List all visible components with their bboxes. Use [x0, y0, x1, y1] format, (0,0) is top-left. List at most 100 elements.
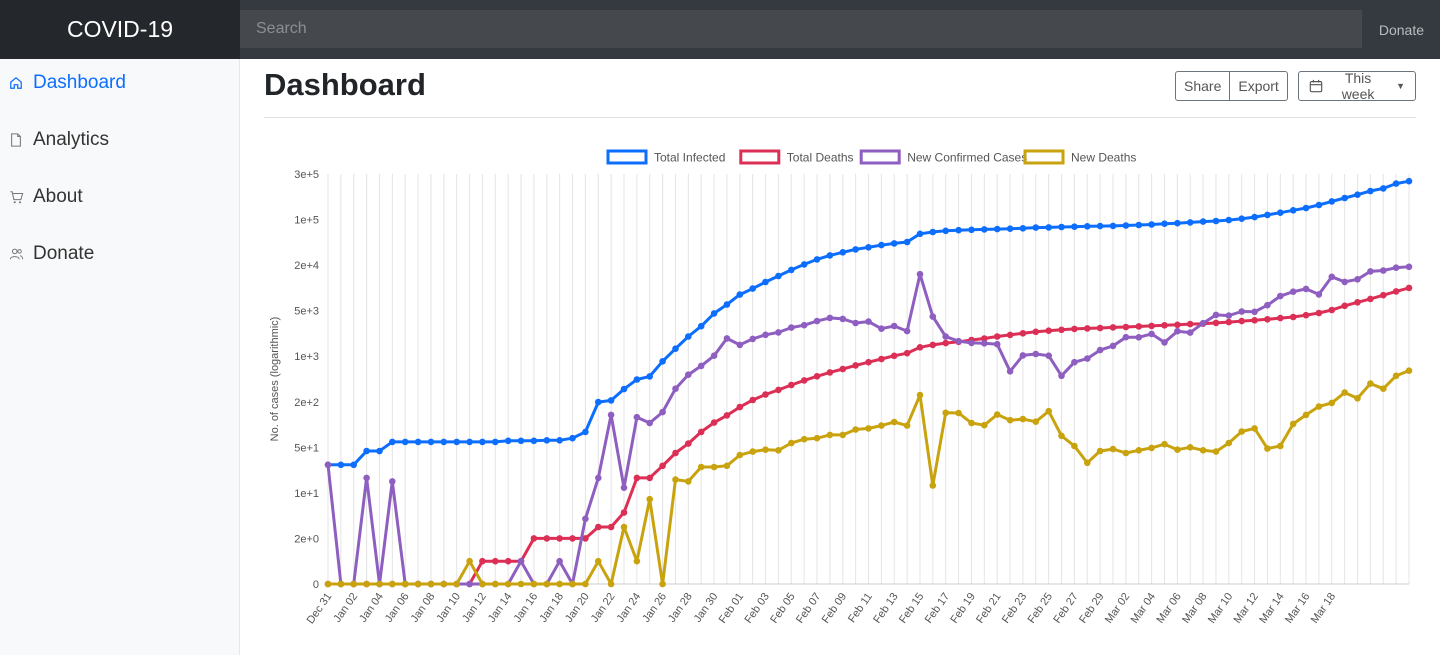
data-point [929, 313, 937, 320]
brand-logo[interactable]: COVID-19 [0, 0, 240, 59]
data-point [389, 438, 396, 446]
sidebar-item-label: Dashboard [33, 72, 126, 93]
x-tick-label: Mar 02 [1103, 591, 1132, 626]
data-point [389, 478, 396, 485]
data-point [826, 369, 834, 376]
data-point [1174, 219, 1181, 227]
data-point [543, 437, 551, 444]
sidebar-item-analytics[interactable]: Analytics [8, 129, 109, 151]
data-point [1071, 358, 1078, 366]
data-point [929, 228, 937, 236]
legend-swatch [859, 149, 901, 165]
data-point [337, 580, 345, 588]
data-point [788, 381, 795, 389]
y-tick-label: 1e+5 [294, 215, 319, 227]
x-tick-label: Feb 25 [1026, 591, 1055, 626]
data-point [685, 440, 692, 447]
caret-down-icon: ▼ [1396, 81, 1405, 91]
export-button[interactable]: Export [1230, 71, 1288, 101]
data-point [1328, 306, 1336, 314]
data-point [672, 449, 679, 457]
data-point [1161, 440, 1168, 448]
data-point [401, 438, 409, 446]
data-point [1122, 333, 1130, 341]
data-point [762, 391, 769, 398]
data-point [800, 321, 808, 329]
data-point [955, 226, 962, 234]
data-point [582, 515, 589, 523]
x-tick-label: Mar 10 [1206, 591, 1235, 626]
data-point [1392, 264, 1400, 271]
data-point [800, 261, 808, 268]
data-point [504, 557, 512, 565]
data-point [427, 580, 435, 588]
data-point [1096, 447, 1104, 455]
data-point [479, 580, 486, 588]
data-point [1148, 221, 1155, 228]
x-tick-label: Feb 07 [794, 591, 823, 626]
top-navbar: COVID-19 Donate [0, 0, 1440, 59]
data-point [1225, 312, 1233, 319]
data-point [479, 438, 486, 446]
data-point [363, 447, 370, 455]
data-point [1341, 194, 1348, 202]
data-point [1238, 215, 1245, 222]
x-tick-label: Mar 14 [1257, 591, 1286, 626]
data-point [929, 482, 937, 489]
data-point [324, 580, 332, 588]
data-point [1084, 355, 1091, 362]
x-tick-label: Jan 02 [331, 591, 360, 625]
data-point [1032, 350, 1040, 358]
data-point [633, 413, 641, 421]
data-point [1315, 403, 1323, 410]
data-point [788, 266, 795, 274]
data-point [1251, 213, 1258, 221]
data-point [324, 461, 332, 469]
data-point [736, 403, 744, 411]
data-point [903, 422, 911, 429]
data-point [890, 352, 898, 360]
x-tick-label: Feb 09 [820, 591, 849, 626]
data-point [775, 386, 782, 394]
sidebar-item-dashboard[interactable]: Dashboard [8, 72, 126, 94]
data-point [1109, 445, 1117, 453]
data-point [1405, 367, 1413, 374]
data-point [517, 557, 525, 565]
data-point [595, 523, 602, 531]
data-point [890, 240, 898, 247]
data-point [1380, 185, 1387, 192]
data-point [1238, 308, 1245, 315]
data-point [1161, 322, 1168, 329]
data-point [479, 557, 486, 565]
data-point [723, 301, 731, 308]
data-point [582, 580, 589, 588]
data-point [440, 580, 448, 588]
topbar-donate-link[interactable]: Donate [1378, 21, 1424, 38]
data-point [981, 421, 988, 429]
x-tick-label: Mar 12 [1232, 591, 1261, 626]
data-point [1264, 211, 1271, 219]
data-point [350, 461, 357, 469]
data-point [1367, 295, 1374, 303]
data-point [813, 434, 821, 442]
data-point [569, 535, 576, 542]
data-point [697, 322, 705, 330]
data-point [1135, 221, 1143, 229]
data-point [620, 385, 628, 393]
data-point [1212, 448, 1220, 455]
legend-label: New Deaths [1071, 151, 1136, 165]
x-tick-label: Jan 22 [589, 591, 618, 625]
data-point [981, 340, 988, 347]
date-range-dropdown[interactable]: This week ▼ [1298, 70, 1416, 102]
x-tick-label: Feb 01 [717, 591, 746, 626]
x-tick-label: Jan 28 [666, 591, 695, 625]
share-button[interactable]: Share [1175, 71, 1231, 101]
data-point [955, 409, 962, 417]
sidebar-item-about[interactable]: About [8, 186, 83, 208]
search-input[interactable] [240, 10, 1362, 48]
data-point [865, 358, 872, 366]
sidebar-item-donate[interactable]: Donate [8, 243, 94, 265]
data-point [981, 226, 988, 233]
covid-line-chart: 0 2e+0 1e+1 5e+1 2e+2 1e+3 5e+3 2e+4 1e+5 3e+5 No.… [269, 149, 1413, 626]
data-point [826, 314, 834, 322]
